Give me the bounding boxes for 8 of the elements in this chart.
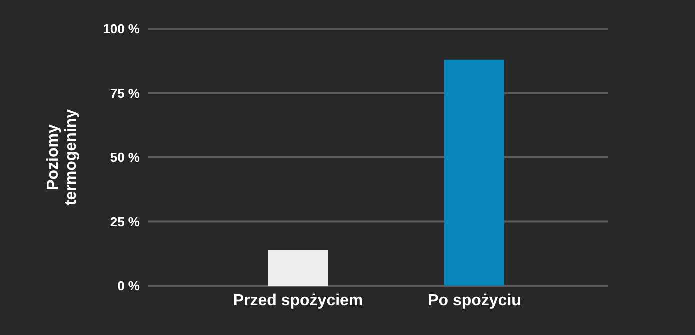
y-tick-label: 100 % [103, 22, 140, 37]
y-tick-label: 25 % [110, 214, 140, 230]
x-tick-label: Po spożyciu [428, 292, 522, 310]
y-axis-title: Poziomy termogeniny [45, 109, 80, 206]
y-tick-label: 0 % [118, 278, 140, 294]
y-tick-label: 50 % [110, 150, 140, 166]
y-tick-label: 75 % [110, 86, 140, 101]
x-tick-label: Przed spożyciem [233, 292, 364, 310]
